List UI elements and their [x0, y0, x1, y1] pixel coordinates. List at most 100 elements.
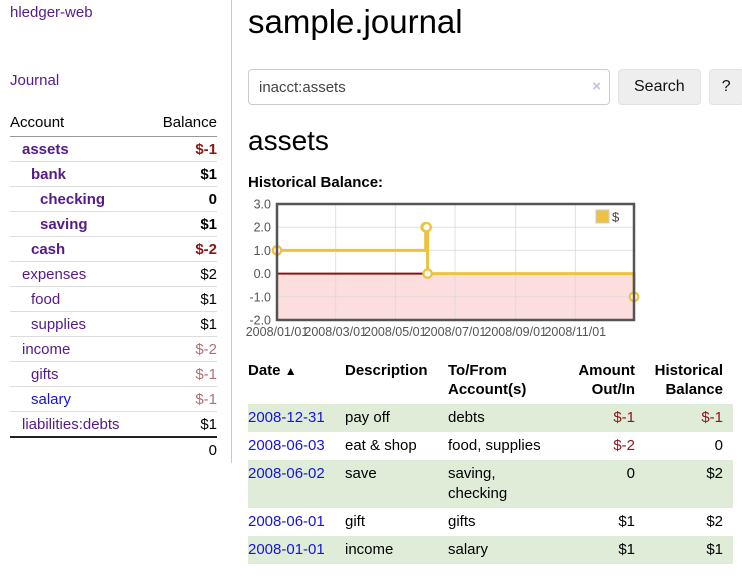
account-row: food $1	[10, 286, 217, 312]
account-balance: $1	[148, 286, 217, 312]
sidebar-account-link[interactable]: gifts	[31, 365, 59, 383]
register-row: 2008-06-02 save saving, checking 0 $2	[248, 460, 733, 508]
sidebar-account-link[interactable]: checking	[40, 190, 106, 208]
help-button[interactable]: ?	[708, 69, 742, 105]
transaction-accounts: debts	[448, 409, 485, 426]
transaction-date-link[interactable]: 2008-06-02	[248, 465, 325, 482]
transaction-amount: $1	[618, 541, 635, 558]
sidebar-account-link[interactable]: income	[22, 340, 71, 358]
register-header-row: Date ▲ Description To/From Account(s) Am…	[248, 359, 733, 404]
transaction-date-cell: 2008-06-02	[248, 460, 345, 508]
transaction-amount: $1	[618, 513, 635, 530]
transaction-amount: $-1	[613, 409, 635, 426]
svg-text:-2.0: -2.0	[249, 314, 271, 328]
sidebar-account-link[interactable]: bank	[31, 165, 67, 183]
sort-ascending-icon: ▲	[284, 364, 297, 378]
column-header-description[interactable]: Description	[345, 362, 428, 379]
svg-text:2.0: 2.0	[254, 221, 271, 235]
sidebar-account-link[interactable]: supplies	[31, 315, 87, 333]
accounts-header-row: Account Balance	[10, 111, 217, 137]
account-row: cash $-2	[10, 236, 217, 262]
register-row: 2008-12-31 pay off debts $-1 $-1	[248, 404, 733, 432]
account-row: gifts $-1	[10, 361, 217, 387]
sidebar-account-link[interactable]: salary	[31, 390, 72, 408]
sidebar-account-link[interactable]: saving	[40, 215, 88, 233]
journal-nav-link[interactable]: Journal	[10, 72, 60, 89]
search-button[interactable]: Search	[618, 69, 701, 105]
register-row: 2008-06-03 eat & shop food, supplies $-2 0	[248, 432, 733, 460]
transaction-date-link[interactable]: 2008-06-03	[248, 437, 325, 454]
svg-text:2008/05/01: 2008/05/01	[364, 325, 427, 339]
sidebar-account-link[interactable]: food	[31, 290, 61, 308]
account-row: salary $-1	[10, 386, 217, 412]
transaction-balance: $-1	[701, 409, 723, 426]
transaction-balance: $2	[706, 465, 723, 482]
search-input-wrap: ×	[248, 69, 610, 105]
transaction-description: save	[345, 465, 377, 482]
account-heading: assets	[248, 125, 329, 156]
transaction-date-link[interactable]: 2008-01-01	[248, 541, 325, 558]
account-balance: $-1	[148, 361, 217, 387]
transaction-accounts: gifts	[448, 513, 476, 530]
account-row: checking 0	[10, 186, 217, 212]
svg-text:2008/09/01: 2008/09/01	[484, 325, 547, 339]
column-header-amount[interactable]: Amount Out/In	[578, 362, 635, 398]
transaction-balance: 0	[714, 437, 723, 454]
column-header-accounts[interactable]: To/From Account(s)	[448, 362, 527, 398]
account-row: saving $1	[10, 211, 217, 237]
transaction-balance: $1	[706, 541, 723, 558]
accounts-header-account: Account	[10, 111, 149, 137]
account-balance: $1	[148, 211, 217, 237]
search-row: × Search ?	[248, 69, 742, 105]
svg-text:$: $	[612, 210, 620, 225]
transaction-description: income	[345, 541, 394, 558]
register-body: 2008-12-31 pay off debts $-1 $-1 2008-06-03 ea…	[248, 404, 733, 564]
sidebar-account-link[interactable]: cash	[31, 240, 66, 258]
accounts-table: Account Balance assets $-1 bank $1 checking 0…	[10, 111, 217, 463]
transaction-date-link[interactable]: 2008-06-01	[248, 513, 325, 530]
svg-text:1.0: 1.0	[254, 244, 271, 258]
search-input[interactable]	[248, 69, 610, 105]
transaction-amount: $-2	[613, 437, 635, 454]
page-title: sample.journal	[248, 3, 463, 40]
svg-text:-1.0: -1.0	[249, 290, 271, 304]
transaction-date-cell: 2008-06-01	[248, 508, 345, 536]
accounts-total-value: 0	[148, 436, 217, 463]
main-content: sample.journal × Search ? assets Histori…	[232, 0, 742, 564]
account-row: liabilities:debts $1	[10, 411, 217, 438]
account-balance: $1	[148, 161, 217, 187]
sidebar-account-link[interactable]: expenses	[22, 265, 87, 283]
transaction-date-link[interactable]: 2008-12-31	[248, 409, 325, 426]
svg-text:2008/07/01: 2008/07/01	[424, 325, 487, 339]
transaction-description: gift	[345, 513, 366, 530]
accounts-header-balance: Balance	[148, 111, 217, 137]
account-balance: $-2	[148, 236, 217, 262]
column-header-balance[interactable]: Historical Balance	[654, 362, 723, 398]
svg-text:2008/03/01: 2008/03/01	[304, 325, 367, 339]
accounts-total-row: 0	[10, 436, 217, 463]
account-balance: $-1	[148, 386, 217, 412]
transaction-date-cell: 2008-01-01	[248, 536, 345, 564]
app-title-link[interactable]: hledger-web	[10, 4, 93, 21]
account-balance: $2	[148, 261, 217, 287]
account-row: supplies $1	[10, 311, 217, 337]
sidebar-account-link[interactable]: assets	[22, 140, 69, 158]
account-balance: $-2	[148, 336, 217, 362]
svg-text:2008/01/01: 2008/01/01	[246, 325, 309, 339]
register-row: 2008-06-01 gift gifts $1 $2	[248, 508, 733, 536]
transaction-date-cell: 2008-12-31	[248, 404, 345, 432]
accounts-body: assets $-1 bank $1 checking 0 saving $1 cash $-2 e…	[10, 136, 217, 438]
transaction-amount: 0	[626, 465, 635, 482]
transaction-description: pay off	[345, 409, 390, 426]
transaction-description: eat & shop	[345, 437, 417, 454]
clear-search-icon[interactable]: ×	[592, 78, 601, 95]
svg-text:0.0: 0.0	[254, 267, 271, 281]
column-header-date[interactable]: Date ▲	[248, 362, 297, 379]
historical-balance-chart: 3.0 2.0 1.0 0.0 -1.0 -2.02008/01/012008/03/01…	[246, 198, 640, 339]
sidebar-account-link[interactable]: liabilities:debts	[22, 415, 120, 433]
transaction-balance: $2	[706, 513, 723, 530]
account-row: income $-2	[10, 336, 217, 362]
register-table: Date ▲ Description To/From Account(s) Am…	[248, 359, 733, 564]
chart-heading: Historical Balance:	[248, 174, 384, 191]
account-balance: $-1	[148, 136, 217, 162]
